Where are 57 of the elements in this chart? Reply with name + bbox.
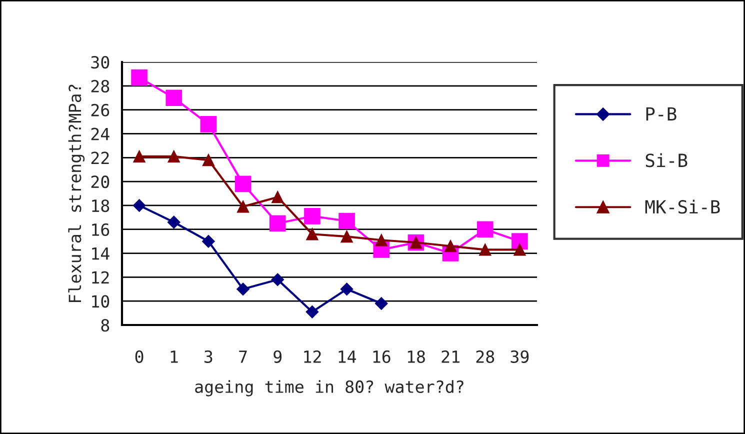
point (271, 273, 284, 286)
y-tick-label: 12 (92, 271, 109, 284)
x-tick-label: 12 (304, 350, 321, 363)
point (476, 221, 494, 238)
point (272, 191, 284, 204)
point (269, 215, 286, 232)
x-tick-label: 39 (510, 350, 529, 363)
x-tick-label: 1 (170, 350, 178, 363)
y-tick-label: 22 (91, 152, 109, 164)
y-tick-label: 18 (92, 199, 110, 212)
y-tick-label: 24 (91, 128, 110, 140)
y-tick-label: 28 (91, 80, 110, 93)
legend-label: MK-Si-B (645, 200, 720, 214)
point (133, 150, 146, 163)
point (340, 230, 353, 243)
point (236, 200, 250, 213)
point (168, 150, 180, 163)
point (132, 199, 146, 212)
x-tick-label: 21 (442, 350, 460, 363)
point (167, 216, 180, 229)
y-tick-label: 14 (92, 248, 110, 260)
point (514, 244, 526, 256)
y-axis-title: Flexural strength?MPa? (68, 84, 85, 302)
legend-label: P-B (646, 107, 676, 121)
point (444, 240, 457, 252)
point (166, 90, 182, 106)
y-tick-label: 8 (101, 319, 110, 332)
x-tick-label: 14 (338, 350, 356, 363)
x-axis-title: ageing time in 80? water?d? (195, 380, 464, 396)
point (131, 69, 148, 86)
y-tick-label: 16 (92, 223, 110, 236)
y-tick-label: 10 (92, 295, 110, 308)
point (374, 297, 388, 310)
point (340, 282, 354, 296)
point (375, 234, 388, 246)
x-tick-label: 28 (476, 350, 494, 363)
x-tick-label: 16 (373, 350, 390, 363)
point (236, 282, 250, 296)
point (512, 233, 528, 250)
x-tick-label: 9 (274, 350, 282, 363)
point (479, 244, 492, 256)
y-tick-label: 26 (91, 104, 110, 116)
point (202, 154, 215, 166)
x-tick-label: 18 (408, 350, 425, 363)
y-tick-label: 30 (91, 56, 110, 69)
x-tick-label: 7 (239, 350, 247, 363)
x-tick-label: 0 (135, 350, 144, 363)
y-tick-label: 20 (91, 176, 110, 188)
point (234, 176, 252, 192)
point (306, 305, 319, 318)
legend-label: Si-B (646, 153, 688, 168)
point (306, 228, 318, 240)
point (200, 116, 217, 132)
x-tick-label: 3 (204, 350, 212, 363)
point (338, 212, 355, 230)
point (304, 208, 320, 224)
point (202, 234, 215, 248)
